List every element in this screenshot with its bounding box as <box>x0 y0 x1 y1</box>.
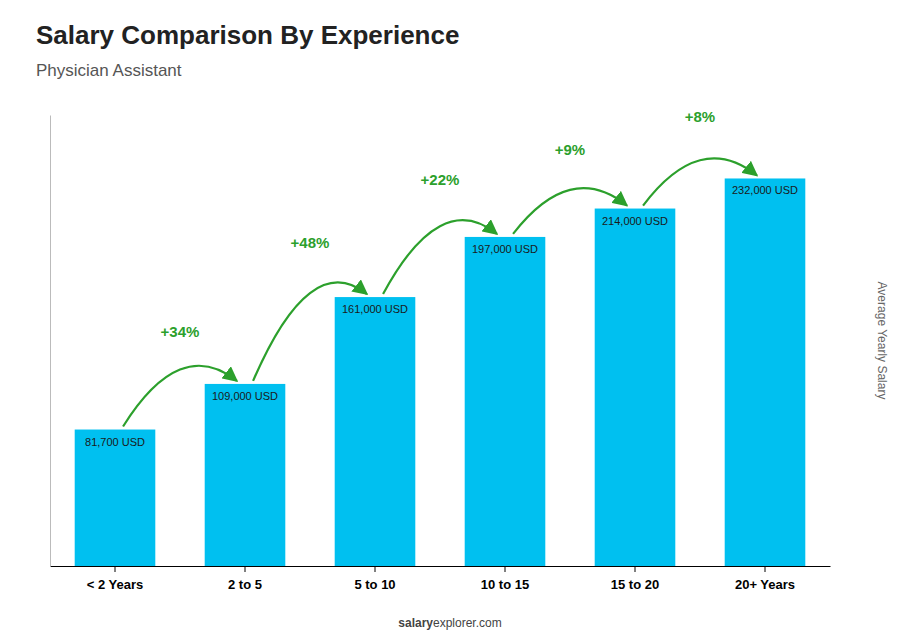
y-axis-line <box>50 116 51 567</box>
x-tick: 10 to 15 <box>481 566 529 592</box>
change-arrow <box>643 158 757 205</box>
x-tick: 2 to 5 <box>228 566 262 592</box>
bar <box>205 384 286 566</box>
change-arrow <box>253 282 367 381</box>
x-tick-mark <box>115 566 116 572</box>
bar <box>725 178 806 566</box>
change-arrow <box>123 366 237 427</box>
chart: Salary Comparison By Experience Physician… <box>0 0 900 641</box>
data-labels: 81,700 USD 109,000 USD 161,000 USD 197,000 … <box>85 184 798 447</box>
y-axis-label: Average Yearly Salary <box>875 282 889 400</box>
y-axis <box>50 116 51 567</box>
data-label: 81,700 USD <box>85 436 145 448</box>
change-label: +34% <box>161 323 200 340</box>
bar <box>75 430 156 566</box>
plot-area: < 2 Years 2 to 5 5 to 10 10 to 15 15 to 20 20… <box>51 108 831 592</box>
data-label: 214,000 USD <box>602 215 668 227</box>
x-tick-label: 2 to 5 <box>228 577 262 592</box>
x-tick: < 2 Years <box>87 566 144 592</box>
bar <box>335 297 416 566</box>
x-tick-label: 20+ Years <box>735 577 795 592</box>
change-label: +22% <box>421 171 460 188</box>
x-tick: 15 to 20 <box>611 566 659 592</box>
x-tick: 5 to 10 <box>354 566 395 592</box>
x-tick-label: 5 to 10 <box>354 577 395 592</box>
footer-part: explorer.com <box>433 616 502 630</box>
change-annotations: +34% +48% +22% +9% +8% <box>123 108 757 426</box>
data-label: 232,000 USD <box>732 184 798 196</box>
bar <box>595 209 676 566</box>
bars <box>75 178 806 566</box>
x-axis: < 2 Years 2 to 5 5 to 10 10 to 15 15 to 20 20… <box>51 566 831 592</box>
x-tick-mark <box>505 566 506 572</box>
x-tick-mark <box>635 566 636 572</box>
data-label: 161,000 USD <box>342 303 408 315</box>
x-tick: 20+ Years <box>735 566 795 592</box>
change-arrow <box>513 188 627 234</box>
footer: salaryexplorer.com <box>398 616 501 630</box>
data-label: 197,000 USD <box>472 243 538 255</box>
x-tick-mark <box>375 566 376 572</box>
change-label: +48% <box>291 234 330 251</box>
change-label: +8% <box>685 108 715 125</box>
data-label: 109,000 USD <box>212 390 278 402</box>
x-tick-label: < 2 Years <box>87 577 144 592</box>
change-arrow <box>383 220 497 294</box>
footer-part: salary <box>398 616 433 630</box>
title: Salary Comparison By Experience <box>36 20 459 50</box>
bar <box>465 237 546 566</box>
x-axis-line <box>51 566 831 567</box>
x-tick-mark <box>245 566 246 572</box>
x-tick-label: 10 to 15 <box>481 577 529 592</box>
subtitle: Physician Assistant <box>36 61 182 80</box>
x-tick-label: 15 to 20 <box>611 577 659 592</box>
x-tick-mark <box>765 566 766 572</box>
change-label: +9% <box>555 141 585 158</box>
